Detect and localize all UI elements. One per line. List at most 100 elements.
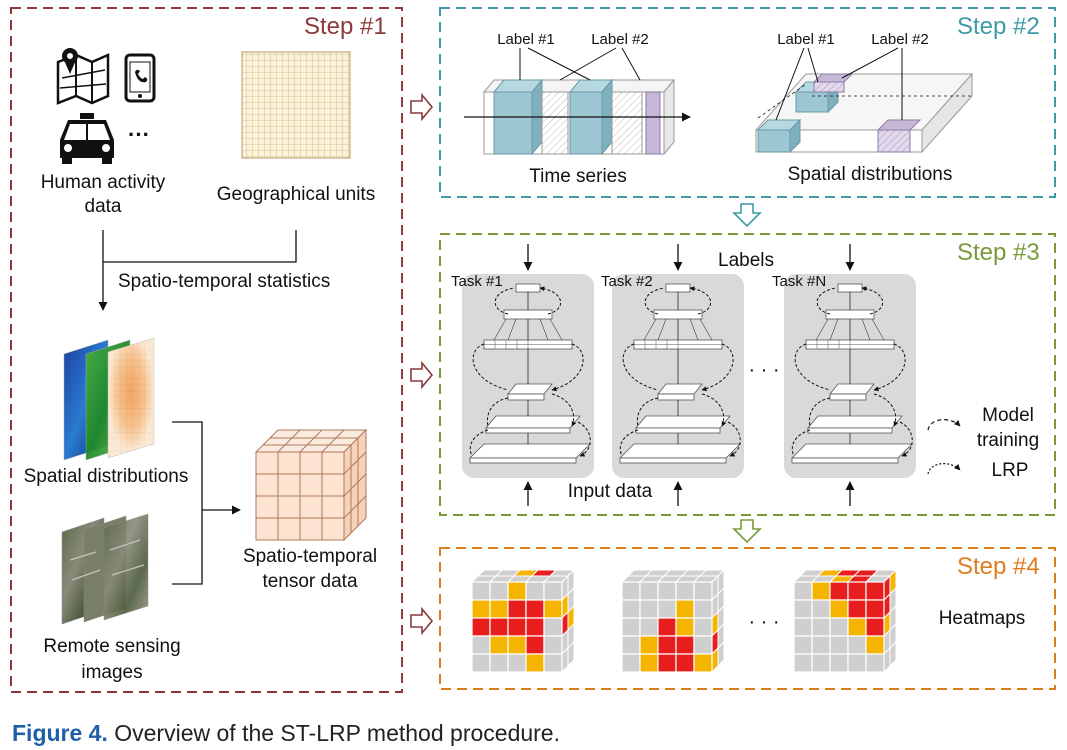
geographic-grid — [241, 51, 351, 159]
heatmap-front-cell — [621, 581, 641, 601]
task1-label: Task #1 — [451, 273, 503, 290]
figure-caption: Figure 4. Overview of the ST-LRP method … — [12, 720, 560, 746]
heatmap-front-cell — [471, 635, 491, 655]
heatmap-front-cell — [543, 635, 563, 655]
lrp-label: LRP — [992, 460, 1029, 481]
heatmap-cube-2 — [620, 568, 726, 674]
heatmap-front-cell — [657, 653, 677, 673]
heatmap-front-cell — [621, 635, 641, 655]
heatmap-front-cell — [865, 653, 885, 673]
heatmap-front-cell — [693, 581, 713, 601]
human-activity-line2: data — [85, 196, 122, 217]
map-icon — [56, 48, 110, 105]
heatmap-cube-1 — [470, 568, 576, 674]
heatmap-front-cell — [657, 581, 677, 601]
tensor-label-line2: tensor data — [262, 571, 357, 592]
arrow-step1-to-step3 — [410, 360, 434, 390]
heatmap-front-cell — [489, 617, 509, 637]
step1-frame — [10, 7, 403, 693]
heatmap-front-cell — [829, 635, 849, 655]
step2-label1-right: Label #1 — [777, 31, 835, 48]
heatmap-front-cell — [639, 617, 659, 637]
task-panel-2 — [612, 274, 744, 478]
heatmap-front-cell — [621, 617, 641, 637]
heatmap-front-cell — [657, 599, 677, 619]
heatmap-front-cell — [507, 617, 527, 637]
step2-label2-right: Label #2 — [871, 31, 929, 48]
step4-title: Step #4 — [957, 553, 1040, 580]
step4-frame — [439, 547, 1056, 690]
heatmap-side-cell — [717, 640, 725, 668]
spatio-temporal-statistics-label: Spatio-temporal statistics — [118, 271, 330, 292]
arrow-step1-to-step4 — [410, 606, 434, 636]
heatmap-front-cell — [793, 653, 813, 673]
heatmap-front-cell — [543, 617, 563, 637]
input-data-label: Input data — [568, 481, 653, 502]
heatmap-front-cell — [639, 653, 659, 673]
arrow-step3-to-step4 — [732, 519, 762, 544]
heatmap-front-cell — [507, 653, 527, 673]
step2-frame — [439, 7, 1056, 198]
heatmap-front-cell — [865, 599, 885, 619]
heatmap-front-cell — [525, 581, 545, 601]
heatmap-front-cell — [847, 599, 867, 619]
task-panel-1 — [462, 274, 594, 478]
heatmap-front-cell — [675, 635, 695, 655]
step3-dots: · · · — [748, 359, 779, 381]
spatial-distribution-maps — [63, 337, 155, 461]
heatmap-front-cell — [489, 581, 509, 601]
heatmap-front-cell — [543, 581, 563, 601]
heatmap-front-cell — [693, 617, 713, 637]
phone-icon — [124, 53, 156, 103]
tensor-cube — [254, 428, 368, 542]
heatmap-front-cell — [865, 635, 885, 655]
heatmap-front-cell — [693, 599, 713, 619]
taxi-icon — [60, 113, 114, 164]
human-activity-line1: Human activity — [41, 172, 166, 193]
step2-title: Step #2 — [957, 13, 1040, 40]
step1-dots: ··· — [128, 122, 150, 147]
heatmap-front-cell — [507, 581, 527, 601]
model-training-line1: Model — [982, 405, 1034, 426]
step4-dots: · · · — [748, 611, 779, 633]
heatmap-front-cell — [829, 599, 849, 619]
heatmap-front-cell — [543, 599, 563, 619]
heatmap-front-cell — [829, 653, 849, 673]
heatmap-front-cell — [525, 599, 545, 619]
step2-spatial-label: Spatial distributions — [788, 164, 953, 185]
geographical-units-label: Geographical units — [217, 184, 375, 205]
taskn-label: Task #N — [772, 273, 826, 290]
task-panel-n — [784, 274, 916, 478]
heatmap-front-cell — [793, 635, 813, 655]
tensor-label-line1: Spatio-temporal — [243, 546, 377, 567]
arrow-step2-to-step3 — [732, 203, 762, 228]
heatmap-front-cell — [639, 635, 659, 655]
time-series-label: Time series — [529, 166, 626, 187]
heatmap-front-cell — [639, 599, 659, 619]
heatmap-front-cell — [793, 599, 813, 619]
step3-title: Step #3 — [957, 239, 1040, 266]
heatmap-front-cell — [675, 599, 695, 619]
heatmap-front-cell — [693, 653, 713, 673]
heatmap-front-cell — [657, 635, 677, 655]
heatmap-front-cell — [471, 653, 491, 673]
heatmap-front-cell — [811, 635, 831, 655]
heatmap-side-cell — [889, 640, 897, 668]
heatmap-front-cell — [811, 653, 831, 673]
heatmap-front-cell — [525, 635, 545, 655]
heatmap-front-cell — [847, 581, 867, 601]
heatmap-front-cell — [865, 581, 885, 601]
heatmap-front-cell — [543, 653, 563, 673]
heatmap-front-cell — [675, 653, 695, 673]
spatial-distributions-label: Spatial distributions — [24, 466, 189, 487]
caption-prefix: Figure 4. — [12, 720, 108, 746]
time-series-blocks — [482, 78, 676, 156]
heatmap-front-cell — [621, 653, 641, 673]
heatmap-side-cell — [567, 640, 575, 668]
heatmap-front-cell — [811, 599, 831, 619]
remote-sensing-line1: Remote sensing — [43, 636, 180, 657]
heatmap-front-cell — [847, 617, 867, 637]
heatmap-front-cell — [657, 617, 677, 637]
